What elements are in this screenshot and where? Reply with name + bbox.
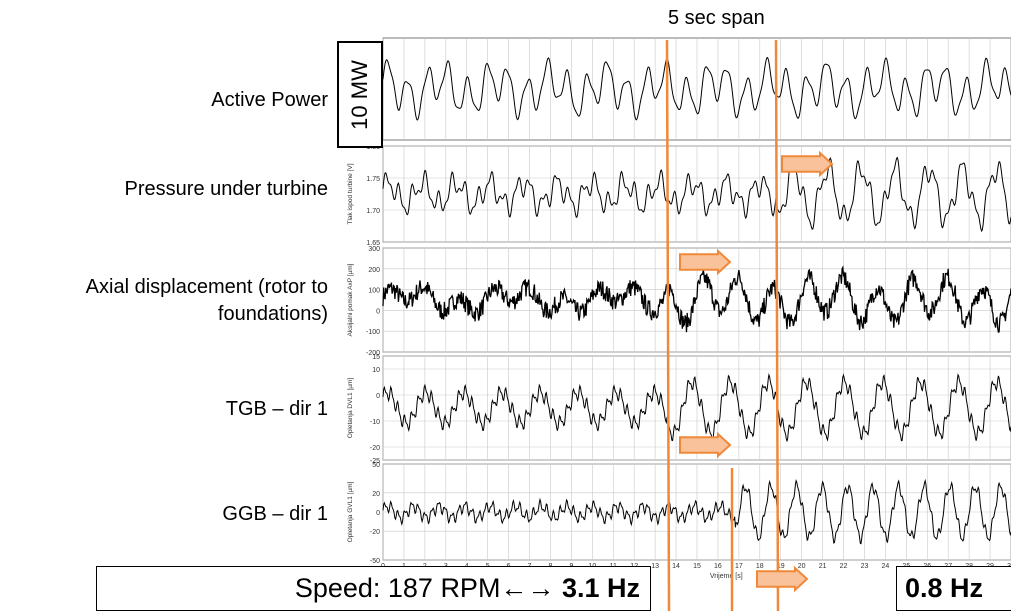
x-tick-label: 18 <box>756 563 764 570</box>
y-tick-label: 20 <box>372 491 380 498</box>
y-axis-label: Tlak ispod turbine [V] <box>347 163 354 224</box>
y-tick-label: 0 <box>376 510 380 517</box>
x-tick-label: 14 <box>672 563 680 570</box>
series-line <box>382 265 1011 334</box>
x-tick-label: 22 <box>840 563 848 570</box>
y-tick-label: 10 <box>372 367 380 374</box>
right-hz: 0.8 Hz <box>905 573 984 603</box>
arrow-pressure <box>781 150 834 178</box>
y-tick-label: 50 <box>372 462 380 469</box>
scale-label: 10 MW <box>347 59 372 130</box>
arrow-axial <box>679 248 732 276</box>
y-tick-label: 100 <box>368 288 380 295</box>
y-tick-label: -20 <box>370 529 380 536</box>
x-tick-label: 21 <box>819 563 827 570</box>
x-tick-label: 16 <box>714 563 722 570</box>
y-tick-label: 200 <box>368 267 380 274</box>
speed-hz: 3.1 Hz <box>561 573 640 603</box>
y-tick-label: -25 <box>370 458 380 465</box>
y-axis-label: Aksijalni pomak AxP [µm] <box>347 263 354 336</box>
x-tick-label: 15 <box>693 563 701 570</box>
label-active-power: Active Power <box>211 89 328 111</box>
span-line-right <box>774 39 780 611</box>
scale-box: 10 MW <box>337 41 383 148</box>
arrow-ggb <box>756 565 809 593</box>
span-label: 5 sec span <box>668 7 765 29</box>
label-ggb: GGB – dir 1 <box>222 503 328 525</box>
x-tick-label: 20 <box>798 563 806 570</box>
x-tick-label: 23 <box>861 563 869 570</box>
x-tick-label: 24 <box>882 563 890 570</box>
y-tick-label: 1.75 <box>366 176 380 183</box>
y-tick-label: -20 <box>370 445 380 452</box>
series-line <box>382 56 1011 121</box>
x-tick-label: 13 <box>651 563 659 570</box>
y-tick-label: -100 <box>366 329 380 336</box>
y-tick-label: 1.65 <box>366 240 380 247</box>
y-axis-label: Opletanja GVL1 [µm] <box>347 481 354 542</box>
arrow-tgb <box>679 431 732 459</box>
y-tick-label: 300 <box>368 246 380 253</box>
x-axis-label: Vrijeme [s] <box>710 573 743 580</box>
x-tick-label: 19 <box>777 563 785 570</box>
y-tick-label: -50 <box>370 558 380 565</box>
series-line <box>382 373 1011 442</box>
y-tick-label: 1.70 <box>366 208 380 215</box>
label-pressure: Pressure under turbine <box>124 178 328 200</box>
label-axial: Axial displacement (rotor to foundations… <box>85 276 328 325</box>
y-axis-label: Opletanja DVL1 [µm] <box>347 378 354 439</box>
span-line-left <box>665 39 671 611</box>
y-tick-label: 15 <box>372 354 380 361</box>
series-line <box>382 478 1011 545</box>
y-tick-label: -10 <box>370 419 380 426</box>
hz-box: 0.8 Hz <box>896 566 1011 611</box>
y-tick-label: 0 <box>376 393 380 400</box>
speed-box: Speed: 187 RPM←→ 3.1 Hz <box>96 566 651 611</box>
speed-arrow: ←→ <box>500 573 555 603</box>
y-tick-label: -200 <box>366 350 380 357</box>
label-tgb: TGB – dir 1 <box>225 398 328 420</box>
speed-prefix: Speed: 187 RPM <box>294 573 501 603</box>
y-tick-label: 0 <box>376 308 380 315</box>
x-tick-label: 17 <box>735 563 743 570</box>
series-line <box>382 156 1011 233</box>
